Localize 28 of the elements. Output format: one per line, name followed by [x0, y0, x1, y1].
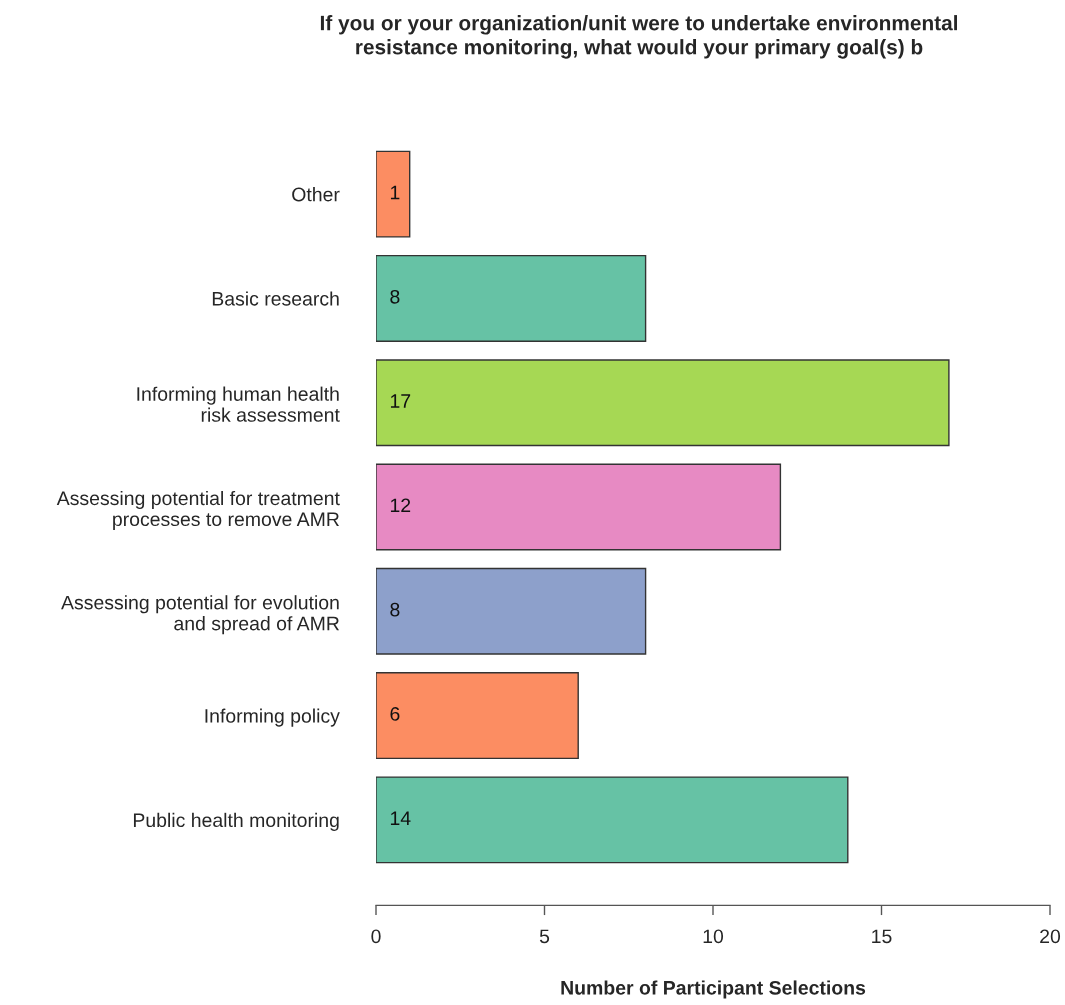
- data-label: 8: [390, 602, 400, 617]
- bar: [376, 359, 950, 447]
- y-tick-label: Basic research: [212, 291, 339, 306]
- x-tick-label: 10: [703, 929, 724, 944]
- x-axis-title: Number of Participant Selections: [561, 980, 866, 999]
- x-tick-label: 20: [1040, 929, 1061, 944]
- data-label: 12: [390, 498, 411, 513]
- bar: [376, 463, 782, 551]
- data-label: 14: [390, 811, 411, 825]
- bar: [376, 776, 849, 864]
- y-tick-label: Informing policy: [205, 708, 340, 727]
- y-tick-label: Other: [292, 187, 340, 202]
- data-label: 8: [390, 289, 400, 304]
- y-tick-label: Assessing potential for treatment processes to remove AMR: [56, 490, 340, 530]
- chart-title: If you or your organization/unit were to undertake environmental resistance monitoring, what would your primary goal(s) b: [320, 15, 958, 59]
- x-tick-label: 0: [371, 929, 381, 944]
- y-tick-label: Informing human health risk assessment: [137, 386, 340, 422]
- bar: [376, 567, 647, 655]
- y-tick-label: Assessing potential for evolution and spread of AMR: [61, 595, 339, 635]
- x-tick-label: 15: [872, 929, 892, 944]
- data-label: 1: [390, 185, 400, 200]
- bar: [376, 672, 579, 760]
- data-label: 6: [390, 707, 400, 721]
- y-tick-label: Public health monitoring: [133, 812, 339, 831]
- data-label: 17: [390, 394, 411, 408]
- bar: [376, 254, 647, 342]
- x-tick-label: 5: [539, 929, 550, 944]
- bar: [376, 150, 411, 238]
